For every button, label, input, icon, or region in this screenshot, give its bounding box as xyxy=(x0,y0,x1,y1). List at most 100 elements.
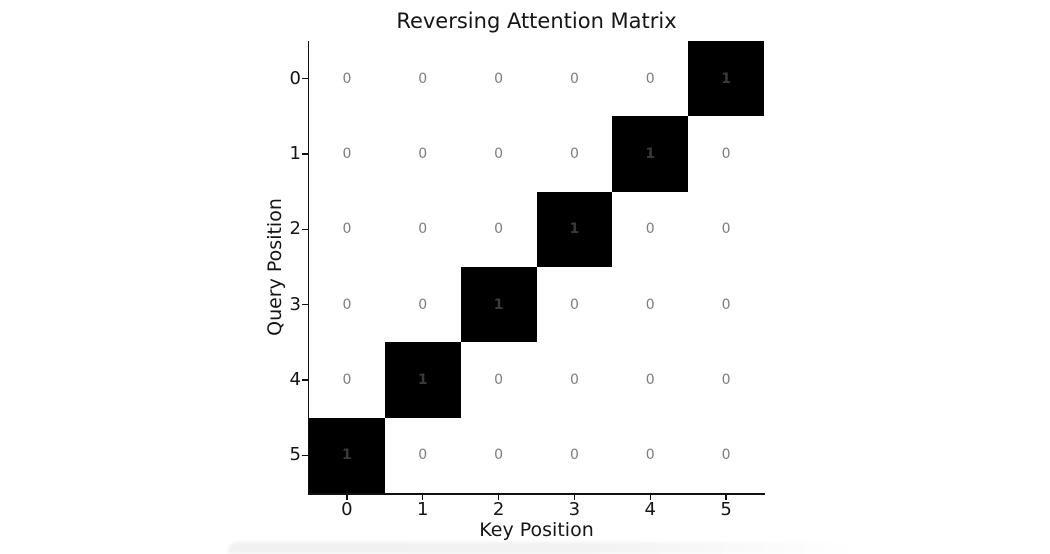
matrix-cell-r3c0: 0 xyxy=(309,267,385,343)
matrix-cell-r2c4: 0 xyxy=(612,191,689,267)
y-tick-label: 4 xyxy=(289,369,301,390)
matrix-cell-r2c2: 0 xyxy=(460,191,537,267)
x-tick-mark xyxy=(346,494,348,500)
cell-value: 0 xyxy=(569,371,579,388)
matrix-cell-r4c5: 0 xyxy=(688,342,764,418)
matrix-cell-r3c5: 0 xyxy=(688,267,764,343)
matrix-cell-r2c5: 0 xyxy=(688,191,764,267)
x-tick-mark xyxy=(422,494,424,500)
x-axis-spine xyxy=(307,493,765,495)
matrix-cell-r3c2: 1 xyxy=(460,267,537,343)
y-tick-mark xyxy=(301,228,308,231)
y-tick-mark xyxy=(301,379,308,381)
x-tick-mark xyxy=(725,494,727,500)
x-tick-label: 0 xyxy=(341,499,353,520)
cell-value: 0 xyxy=(342,371,352,388)
heatmap-grid: 0 0 0 0 0 1 0 0 0 0 1 0 0 0 0 1 0 0 0 0 1 0 0 0 0 1 0 0 0 0 1 0 0 0 0 0 xyxy=(309,41,764,493)
matrix-cell-r2c0: 0 xyxy=(309,191,385,267)
matrix-cell-r4c1: 1 xyxy=(384,342,461,418)
matrix-cell-r4c0: 0 xyxy=(309,342,385,418)
cell-value: 0 xyxy=(342,70,352,87)
cell-value: 0 xyxy=(721,371,731,388)
bottom-shadow xyxy=(228,542,883,554)
x-tick-mark xyxy=(497,494,500,500)
cell-value: 0 xyxy=(342,145,352,162)
cell-value: 1 xyxy=(569,221,580,238)
matrix-cell-r1c2: 0 xyxy=(460,116,537,192)
cell-value: 0 xyxy=(645,447,655,464)
y-tick-label: 0 xyxy=(289,67,301,89)
cell-value: 0 xyxy=(645,296,655,313)
cell-value: 1 xyxy=(645,145,656,162)
cell-value: 0 xyxy=(721,447,731,464)
cell-value: 0 xyxy=(569,296,579,313)
matrix-cell-r0c2: 0 xyxy=(460,41,537,117)
x-tick-mark xyxy=(573,494,576,500)
x-tick-label: 3 xyxy=(568,499,581,520)
matrix-cell-r5c0: 1 xyxy=(309,417,385,493)
cell-value: 0 xyxy=(645,371,655,388)
matrix-cell-r2c3: 1 xyxy=(536,191,613,267)
cell-value: 0 xyxy=(494,371,504,388)
cell-value: 0 xyxy=(721,145,731,162)
y-tick-label: 3 xyxy=(289,293,301,315)
matrix-cell-r1c0: 0 xyxy=(309,116,385,192)
matrix-cell-r0c4: 0 xyxy=(612,41,689,117)
cell-value: 0 xyxy=(494,221,504,238)
matrix-cell-r4c3: 0 xyxy=(536,342,613,418)
y-tick-mark xyxy=(301,153,308,155)
cell-value: 0 xyxy=(342,296,352,313)
x-tick-label: 2 xyxy=(492,499,505,520)
cell-value: 0 xyxy=(494,70,504,87)
y-tick-mark xyxy=(301,77,308,80)
cell-value: 1 xyxy=(342,447,352,464)
cell-value: 0 xyxy=(418,296,428,313)
y-tick-label: 1 xyxy=(289,143,301,164)
matrix-cell-r5c5: 0 xyxy=(688,417,764,493)
cell-value: 0 xyxy=(418,70,428,87)
cell-value: 1 xyxy=(417,371,428,388)
matrix-cell-r0c0: 0 xyxy=(309,41,385,117)
matrix-cell-r5c2: 0 xyxy=(460,417,537,493)
matrix-cell-r1c3: 0 xyxy=(536,116,613,192)
cell-value: 0 xyxy=(721,221,731,238)
matrix-cell-r0c3: 0 xyxy=(536,41,613,117)
x-axis-label: Key Position xyxy=(479,519,594,541)
matrix-cell-r1c4: 1 xyxy=(612,116,689,192)
cell-value: 0 xyxy=(418,221,428,238)
matrix-cell-r1c1: 0 xyxy=(384,116,461,192)
matrix-cell-r5c1: 0 xyxy=(384,417,461,493)
y-tick-label: 2 xyxy=(289,218,301,240)
y-tick-mark xyxy=(301,303,308,306)
cell-value: 0 xyxy=(494,447,504,464)
matrix-cell-r4c2: 0 xyxy=(460,342,537,418)
y-tick-mark xyxy=(301,454,308,457)
matrix-cell-r0c1: 0 xyxy=(384,41,461,117)
cell-value: 0 xyxy=(569,70,579,87)
matrix-cell-r3c3: 0 xyxy=(536,267,613,343)
cell-value: 0 xyxy=(645,70,655,87)
cell-value: 0 xyxy=(569,145,579,162)
x-tick-label: 1 xyxy=(417,499,429,520)
matrix-cell-r2c1: 0 xyxy=(384,191,461,267)
cell-value: 0 xyxy=(721,296,731,313)
cell-value: 0 xyxy=(418,447,428,464)
cell-value: 0 xyxy=(645,221,655,238)
cell-value: 1 xyxy=(721,70,731,87)
chart-title: Reversing Attention Matrix xyxy=(396,9,677,33)
matrix-cell-r5c4: 0 xyxy=(612,417,689,493)
matrix-cell-r3c4: 0 xyxy=(612,267,689,343)
x-tick-mark xyxy=(649,494,651,500)
matrix-cell-r4c4: 0 xyxy=(612,342,689,418)
cell-value: 0 xyxy=(342,221,352,238)
y-tick-label: 5 xyxy=(289,444,301,466)
cell-value: 0 xyxy=(418,145,428,162)
x-tick-label: 4 xyxy=(644,499,656,520)
x-tick-label: 5 xyxy=(720,499,732,520)
matrix-cell-r0c5: 1 xyxy=(688,41,764,117)
matrix-cell-r5c3: 0 xyxy=(536,417,613,493)
cell-value: 1 xyxy=(493,296,504,313)
matrix-cell-r3c1: 0 xyxy=(384,267,461,343)
cell-value: 0 xyxy=(569,447,579,464)
